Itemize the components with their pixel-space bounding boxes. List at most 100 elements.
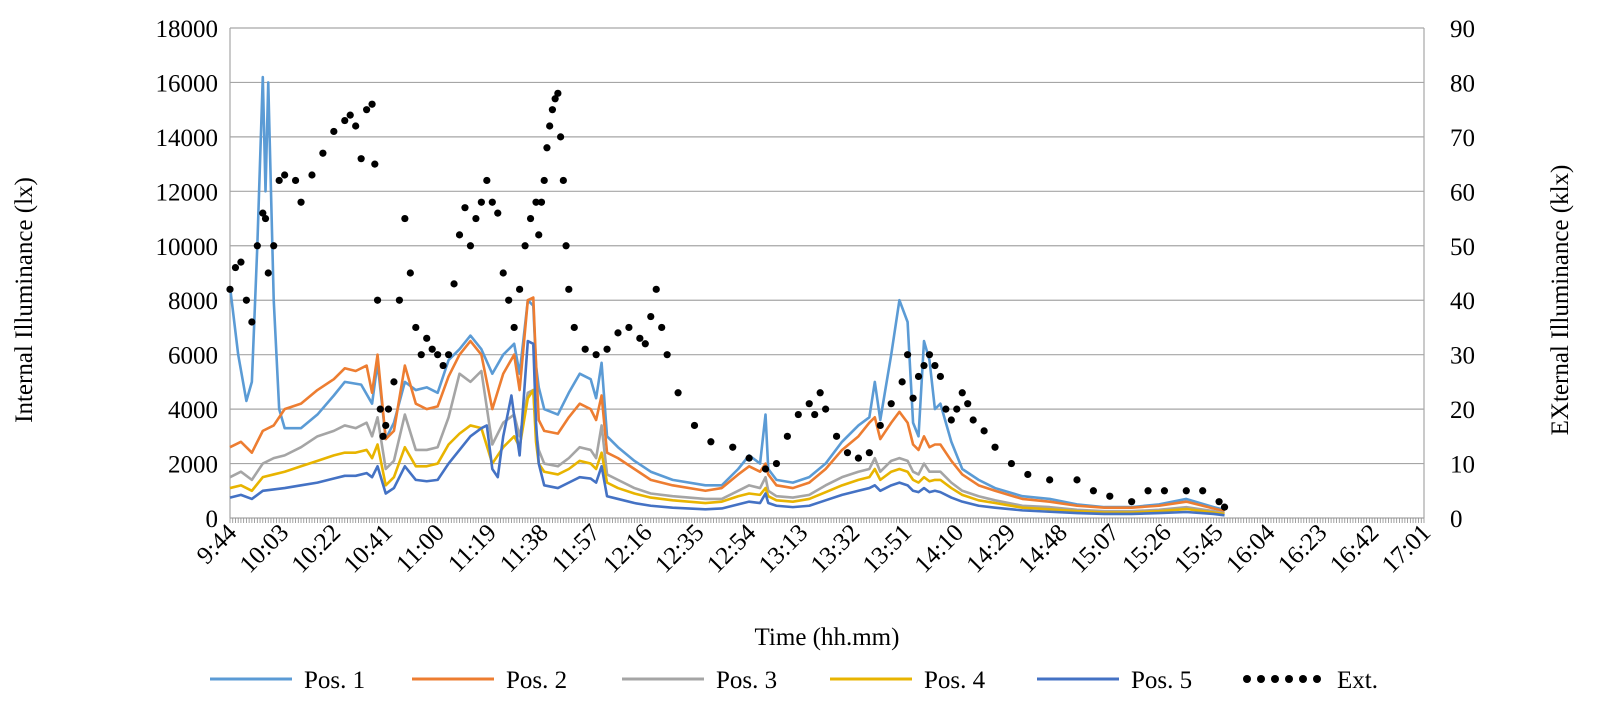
series-line-pos-3 [229,369,1225,515]
data-point [1046,476,1054,484]
data-point [537,198,546,206]
data-point [559,176,567,185]
data-point [614,329,622,337]
x-tick-label: 15:26 [1117,519,1176,578]
data-point [745,454,753,462]
data-point [308,171,316,179]
x-tick-label: 10:41 [339,519,398,578]
x-tick-label: 17:01 [1377,519,1436,578]
data-point [382,421,390,430]
data-point [1128,498,1136,506]
data-point [562,242,570,250]
data-point [980,427,988,435]
data-point [461,204,469,212]
data-point [822,405,830,413]
legend-item-ext: Ext. [1243,667,1378,694]
data-point [570,323,578,332]
x-tick-label: 13:13 [754,519,813,578]
data-point [261,214,270,223]
data-point [291,176,300,185]
y-tick-label: 12000 [156,179,219,206]
data-point [554,89,562,97]
data-point [964,400,972,408]
legend-item-pos-5: Pos. 5 [1037,667,1192,694]
data-point [958,389,966,397]
data-point [658,323,666,332]
y2-tick-label: 20 [1450,397,1475,424]
y2-tick-label: 0 [1450,506,1463,533]
data-point [925,351,934,359]
data-point [876,421,884,430]
legend-swatch-dot [1299,675,1307,683]
legend-label: Pos. 1 [304,667,365,694]
data-point [373,296,382,304]
data-point [772,459,781,468]
x-tick-label: 14:10 [910,519,969,578]
data-point [494,209,502,217]
data-point [936,372,944,381]
y2-tick-label: 80 [1450,70,1475,97]
x-tick-label: 12:16 [598,519,657,578]
data-point [931,361,939,370]
x-axis-ticks [229,518,1425,523]
y-tick-label: 0 [206,506,219,533]
data-point [226,285,234,293]
data-point [505,296,513,304]
data-point [472,214,480,223]
data-point [811,410,819,419]
data-point [376,405,384,413]
y-tick-label: 4000 [168,397,218,424]
y2-tick-label: 30 [1450,343,1475,370]
data-point [551,95,559,103]
x-tick-label: 13:32 [806,519,865,578]
legend-item-pos-2: Pos. 2 [412,667,567,694]
data-point [242,296,250,304]
y-tick-label: 8000 [168,288,218,315]
data-point [264,269,272,277]
y-tick-label: 18000 [156,16,219,43]
data-point [270,242,278,250]
data-point [832,432,841,440]
data-point [942,405,950,413]
data-point [805,400,813,408]
y2-tick-label: 40 [1450,288,1475,315]
y-tick-label: 16000 [156,70,219,97]
data-point [603,345,611,353]
data-point [543,144,551,152]
data-point [947,416,955,424]
legend-label: Ext. [1337,667,1378,694]
data-point [1199,487,1207,495]
data-point [368,100,376,108]
legend-item-pos-4: Pos. 4 [830,667,986,694]
data-point [625,323,633,332]
x-tick-label: 11:00 [391,519,450,578]
data-point [395,296,403,304]
data-point [652,285,660,293]
data-point [761,465,770,473]
data-point [783,432,791,440]
y2-tick-label: 60 [1450,179,1475,206]
x-tick-label: 12:35 [650,519,709,578]
data-point [843,449,852,457]
data-point [281,171,289,179]
x-tick-label: 10:22 [287,519,346,578]
x-tick-label: 14:48 [1013,519,1072,578]
x-axis-tick-labels: 9:4410:0310:2210:4111:0011:1911:3811:571… [192,519,1437,579]
y-axis-title: Internal Illuminance (lx) [11,177,38,423]
data-point [898,378,906,386]
y-tick-label: 10000 [156,234,219,261]
data-point [865,449,873,457]
data-point [455,231,464,239]
x-tick-label: 11:57 [547,519,606,578]
data-point [592,351,600,359]
data-point [707,438,715,446]
series-line-pos-4 [229,388,1225,516]
data-point [1073,476,1081,484]
data-point [412,323,420,332]
data-point [390,378,398,386]
x-tick-label: 13:51 [858,519,917,578]
series-layer [226,75,1229,517]
data-point [909,394,917,402]
data-point [953,405,961,413]
